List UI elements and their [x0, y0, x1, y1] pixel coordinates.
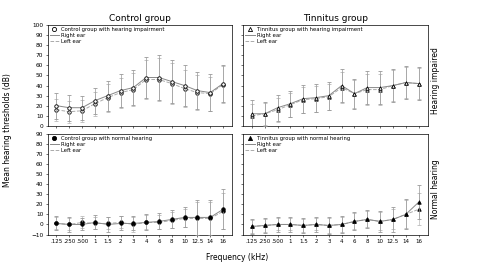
Text: Hearing impaired: Hearing impaired: [431, 47, 440, 114]
Text: Normal hearing: Normal hearing: [431, 160, 440, 219]
Legend: Tinnitus group with hearing impairment, Right ear, Left ear: Tinnitus group with hearing impairment, …: [244, 27, 363, 45]
Title: Tinnitus group: Tinnitus group: [303, 14, 368, 23]
Legend: Control group with hearing impairment, Right ear, Left ear: Control group with hearing impairment, R…: [49, 27, 165, 45]
Text: Mean hearing thresholds (dB): Mean hearing thresholds (dB): [3, 73, 12, 187]
Text: Frequency (kHz): Frequency (kHz): [206, 253, 268, 262]
Legend: Control group with normal hearing, Right ear, Left ear: Control group with normal hearing, Right…: [49, 135, 153, 153]
Legend: Tinnitus group with normal hearing, Right ear, Left ear: Tinnitus group with normal hearing, Righ…: [244, 135, 350, 153]
Title: Control group: Control group: [109, 14, 170, 23]
